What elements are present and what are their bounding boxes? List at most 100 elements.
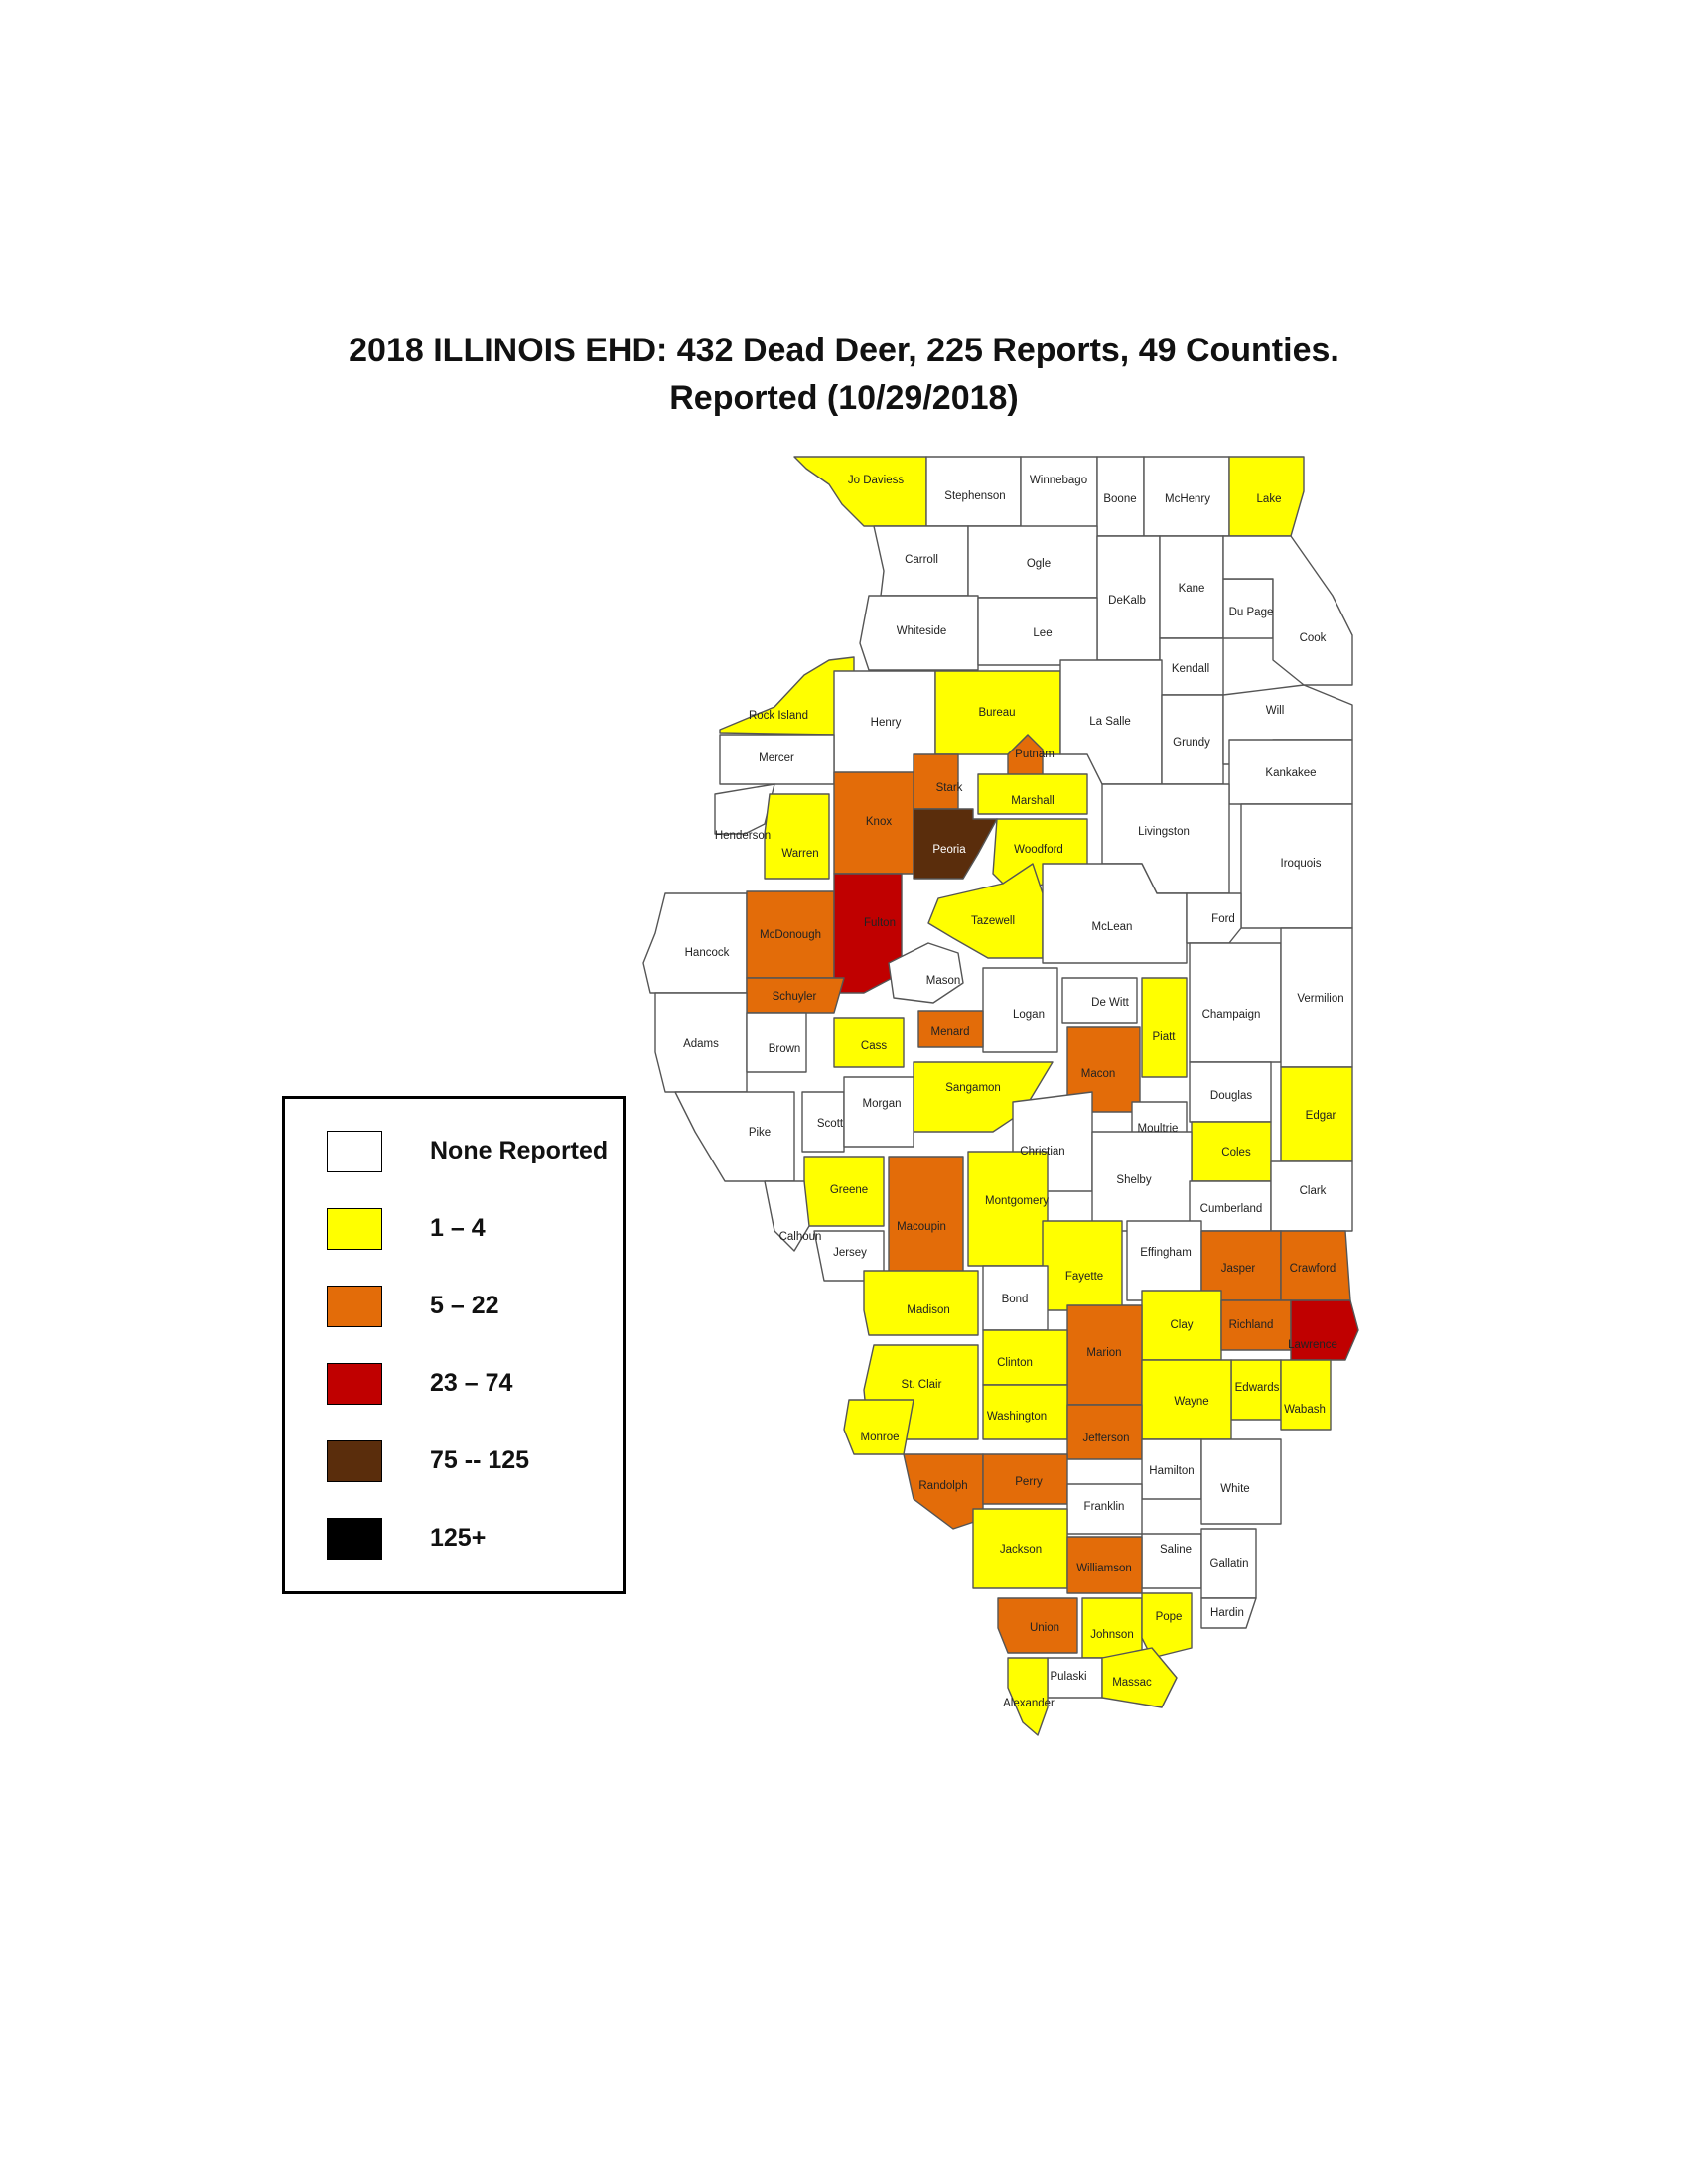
county-label-richland: Richland — [1229, 1319, 1274, 1331]
county-label-douglas: Douglas — [1210, 1090, 1252, 1102]
county-label-grundy: Grundy — [1173, 737, 1210, 749]
county-fayette — [1042, 1220, 1123, 1311]
county-label-de-witt: De Witt — [1091, 997, 1130, 1009]
legend-swatch-125-plus — [327, 1518, 382, 1560]
county-label-hardin: Hardin — [1210, 1607, 1244, 1619]
county-label-edwards: Edwards — [1235, 1382, 1280, 1394]
county-label-clay: Clay — [1170, 1319, 1193, 1331]
county-morgan — [843, 1076, 914, 1148]
county-label-bond: Bond — [1002, 1294, 1029, 1305]
county-label-mason: Mason — [926, 975, 961, 987]
county-whiteside — [859, 595, 979, 671]
county-montgomery — [967, 1151, 1049, 1267]
county-label-saline: Saline — [1160, 1544, 1192, 1556]
county-effingham — [1126, 1220, 1202, 1301]
county-label-la-salle: La Salle — [1089, 716, 1131, 728]
county-brown — [746, 1012, 807, 1073]
county-label-wayne: Wayne — [1174, 1396, 1208, 1408]
county-label-pike: Pike — [749, 1127, 771, 1139]
county-marshall — [977, 773, 1088, 815]
county-lake — [1228, 456, 1305, 537]
county-label-menard: Menard — [931, 1026, 970, 1038]
county-label-coles: Coles — [1221, 1147, 1251, 1159]
county-label-mchenry: McHenry — [1165, 493, 1210, 505]
legend-item-5-22: 5 – 22 — [327, 1286, 625, 1329]
county-label-vermilion: Vermilion — [1297, 993, 1343, 1005]
county-saline — [1141, 1533, 1202, 1589]
county-label-henderson: Henderson — [715, 830, 771, 842]
county-label-monroe: Monroe — [861, 1432, 900, 1443]
county-label-mercer: Mercer — [759, 752, 794, 764]
county-white — [1200, 1438, 1282, 1525]
county-label-moultrie: Moultrie — [1138, 1123, 1179, 1135]
county-label-jefferson: Jefferson — [1082, 1433, 1129, 1444]
county-label-pope: Pope — [1156, 1611, 1183, 1623]
legend-swatch-75-125 — [327, 1440, 382, 1482]
county-label-franklin: Franklin — [1084, 1501, 1125, 1513]
county-label-logan: Logan — [1013, 1009, 1045, 1021]
legend-label-75-125: 75 -- 125 — [430, 1446, 530, 1474]
county-label-wabash: Wabash — [1284, 1404, 1326, 1416]
county-label-adams: Adams — [683, 1038, 719, 1050]
county-cook — [1222, 535, 1353, 686]
county-menard — [917, 1010, 984, 1048]
county-mclean — [1042, 863, 1188, 964]
county-label-cass: Cass — [861, 1040, 887, 1052]
county-label-livingston: Livingston — [1138, 826, 1190, 838]
county-label-peoria: Peoria — [932, 844, 966, 856]
county-mason — [888, 942, 964, 1004]
county-jo-daviess — [793, 456, 927, 527]
county-label-bureau: Bureau — [978, 707, 1015, 719]
county-label-greene: Greene — [830, 1184, 868, 1196]
county-label-schuyler: Schuyler — [773, 991, 817, 1003]
legend-item-125-plus: 125+ — [327, 1518, 625, 1562]
county-warren — [764, 793, 830, 880]
county-label-randolph: Randolph — [918, 1480, 967, 1492]
county-henderson — [714, 783, 775, 835]
legend-item-1-4: 1 – 4 — [327, 1208, 625, 1252]
county-champaign — [1189, 942, 1282, 1063]
legend-swatch-1-4 — [327, 1208, 382, 1250]
county-peoria — [913, 808, 998, 880]
county-label-st-clair: St. Clair — [902, 1379, 942, 1391]
county-label-henry: Henry — [871, 717, 902, 729]
county-label-williamson: Williamson — [1076, 1563, 1132, 1574]
county-label-washington: Washington — [987, 1411, 1047, 1423]
county-label-ford: Ford — [1211, 913, 1235, 925]
legend-swatch-5-22 — [327, 1286, 382, 1327]
county-label-kankakee: Kankakee — [1265, 767, 1316, 779]
county-madison — [863, 1270, 979, 1336]
county-label-shelby: Shelby — [1116, 1174, 1151, 1186]
county-label-morgan: Morgan — [863, 1098, 902, 1110]
county-scott — [801, 1091, 845, 1153]
county-label-crawford: Crawford — [1290, 1263, 1336, 1275]
county-label-dekalb: DeKalb — [1108, 595, 1146, 607]
county-label-brown: Brown — [769, 1043, 801, 1055]
county-label-sangamon: Sangamon — [945, 1082, 1001, 1094]
county-randolph — [903, 1453, 984, 1530]
county-label-macon: Macon — [1081, 1068, 1116, 1080]
county-label-rock-island: Rock Island — [749, 710, 808, 722]
legend-label-5-22: 5 – 22 — [430, 1292, 499, 1319]
county-label-gallatin: Gallatin — [1210, 1558, 1249, 1570]
county-label-piatt: Piatt — [1152, 1031, 1176, 1043]
county-label-lake: Lake — [1257, 493, 1282, 505]
map-title: 2018 ILLINOIS EHD: 432 Dead Deer, 225 Re… — [349, 332, 1339, 369]
county-label-edgar: Edgar — [1306, 1110, 1336, 1122]
county-label-clinton: Clinton — [997, 1357, 1033, 1369]
legend-label-1-4: 1 – 4 — [430, 1214, 486, 1242]
county-label-alexander: Alexander — [1003, 1698, 1055, 1709]
county-label-pulaski: Pulaski — [1050, 1671, 1086, 1683]
county-label-knox: Knox — [866, 816, 892, 828]
county-label-lawrence: Lawrence — [1288, 1339, 1337, 1351]
county-cass — [833, 1017, 905, 1068]
county-label-stephenson: Stephenson — [944, 490, 1005, 502]
county-pike — [674, 1091, 795, 1182]
legend-item-23-74: 23 – 74 — [327, 1363, 625, 1407]
county-calhoun — [764, 1180, 810, 1252]
county-label-montgomery: Montgomery — [985, 1195, 1049, 1207]
county-label-marion: Marion — [1086, 1347, 1121, 1359]
county-lawrence — [1290, 1299, 1359, 1361]
county-alexander — [1007, 1657, 1049, 1736]
county-label-johnson: Johnson — [1090, 1629, 1133, 1641]
